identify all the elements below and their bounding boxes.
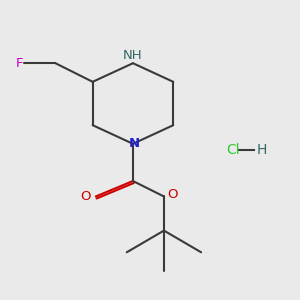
Text: F: F — [15, 57, 23, 70]
Text: N: N — [129, 137, 140, 150]
Text: H: H — [257, 143, 267, 157]
Text: O: O — [167, 188, 178, 201]
Text: O: O — [81, 190, 91, 203]
Text: Cl: Cl — [226, 143, 240, 157]
Text: NH: NH — [123, 49, 143, 62]
